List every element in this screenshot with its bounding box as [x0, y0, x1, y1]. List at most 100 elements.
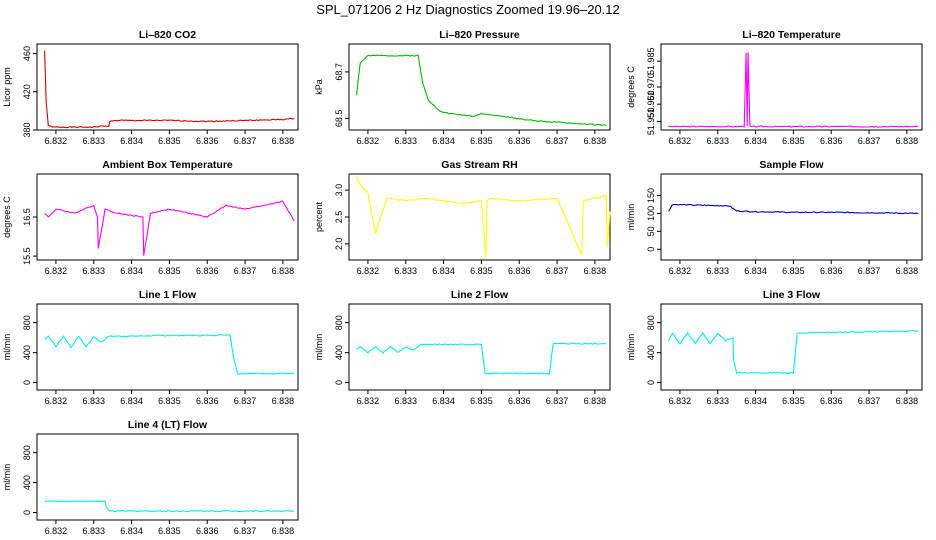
plot-frame [36, 433, 299, 521]
x-tick-label: 6.838 [896, 396, 919, 406]
x-tick-label: 6.838 [896, 266, 919, 276]
x-tick-label: 6.834 [744, 396, 767, 406]
y-tick-label: 51.970 [646, 73, 656, 101]
x-tick-label: 6.836 [508, 266, 531, 276]
y-tick-label: 800 [334, 315, 344, 330]
panel-title: Line 1 Flow [139, 289, 197, 301]
y-tick-label: 68.5 [334, 110, 344, 128]
panel-3: Li–820 Temperature 6.832 6.833 6.834 6.835 6.… [626, 29, 923, 146]
x-tick-label: 6.837 [546, 266, 569, 276]
y-tick-label: 3.0 [334, 184, 344, 197]
figure-title: SPL_071206 2 Hz Diagnostics Zoomed 19.96… [316, 2, 620, 17]
panel-2: Li–820 Pressure 6.832 6.833 6.834 6.835 6.836… [314, 29, 611, 146]
x-tick-label: 6.837 [546, 396, 569, 406]
x-tick-label: 6.835 [470, 266, 493, 276]
x-tick-label: 6.832 [669, 136, 692, 146]
y-tick-label: 800 [22, 315, 32, 330]
x-tick-label: 6.832 [357, 266, 380, 276]
x-tick-label: 6.835 [470, 396, 493, 406]
x-tick-label: 6.834 [120, 396, 143, 406]
x-tick-label: 6.833 [394, 136, 417, 146]
plot-frame [660, 303, 923, 391]
series-line [44, 50, 295, 129]
y-axis-label: ml/min [314, 334, 324, 361]
x-tick-label: 6.838 [896, 136, 919, 146]
y-tick-label: 0 [22, 380, 32, 385]
x-tick-label: 6.834 [120, 136, 143, 146]
plot-frame [660, 43, 923, 131]
x-tick-label: 6.833 [82, 396, 105, 406]
x-tick-label: 6.833 [394, 266, 417, 276]
y-tick-label: 800 [646, 315, 656, 330]
series-line [668, 52, 919, 128]
y-tick-label: 0 [334, 380, 344, 385]
plot-frame [660, 173, 923, 261]
x-tick-label: 6.834 [432, 136, 455, 146]
y-axis-label: degrees C [626, 66, 636, 108]
x-tick-label: 6.832 [669, 266, 692, 276]
x-tick-label: 6.837 [234, 266, 257, 276]
y-tick-label: 800 [22, 445, 32, 460]
panel-4: Ambient Box Temperature 6.832 6.833 6.834 6.… [2, 159, 299, 276]
x-tick-label: 6.834 [744, 136, 767, 146]
y-tick-label: 400 [22, 345, 32, 360]
panel-title: Li–820 CO2 [139, 29, 196, 41]
y-tick-label: 2.0 [334, 238, 344, 251]
y-tick-label: 16.5 [22, 208, 32, 226]
x-tick-label: 6.834 [120, 526, 143, 536]
x-tick-label: 6.837 [546, 136, 569, 146]
y-axis-label: ml/min [626, 204, 636, 231]
y-tick-label: 0 [646, 380, 656, 385]
x-tick-label: 6.832 [669, 396, 692, 406]
x-tick-label: 6.837 [234, 396, 257, 406]
y-tick-label: 51.950 [646, 108, 656, 136]
x-tick-label: 6.837 [858, 136, 881, 146]
y-tick-label: 400 [22, 475, 32, 490]
y-tick-label: 0 [646, 247, 656, 252]
panel-5: Gas Stream RH 6.832 6.833 6.834 6.835 6.836 6.… [314, 159, 611, 276]
panel-6: Sample Flow 6.832 6.833 6.834 6.835 6.836 6.83… [626, 159, 923, 276]
x-tick-label: 6.838 [272, 526, 295, 536]
x-tick-label: 6.833 [82, 526, 105, 536]
x-tick-label: 6.835 [158, 266, 181, 276]
x-tick-label: 6.838 [272, 396, 295, 406]
x-tick-label: 6.832 [357, 396, 380, 406]
panel-title: Sample Flow [759, 159, 824, 171]
x-tick-label: 6.835 [158, 526, 181, 536]
panel-title: Line 3 Flow [763, 289, 821, 301]
y-tick-label: 50 [646, 226, 656, 236]
x-tick-label: 6.832 [45, 396, 68, 406]
x-tick-label: 6.836 [820, 266, 843, 276]
x-tick-label: 6.836 [820, 136, 843, 146]
y-tick-label: 15.5 [22, 247, 32, 265]
y-axis-label: ml/min [2, 464, 12, 491]
x-tick-label: 6.833 [706, 136, 729, 146]
x-tick-label: 6.838 [272, 266, 295, 276]
x-tick-label: 6.836 [508, 396, 531, 406]
x-tick-label: 6.835 [782, 266, 805, 276]
plot-frame [36, 173, 299, 261]
x-tick-label: 6.837 [858, 396, 881, 406]
x-tick-label: 6.837 [234, 526, 257, 536]
y-tick-label: 0 [22, 510, 32, 515]
y-axis-label: ml/min [2, 334, 12, 361]
x-tick-label: 6.835 [158, 396, 181, 406]
x-tick-label: 6.838 [272, 136, 295, 146]
panel-title: Line 4 (LT) Flow [128, 419, 208, 431]
x-tick-label: 6.832 [45, 526, 68, 536]
x-tick-label: 6.834 [744, 266, 767, 276]
y-tick-label: 150 [646, 188, 656, 203]
panel-title: Line 2 Flow [451, 289, 509, 301]
x-tick-label: 6.837 [858, 266, 881, 276]
panel-10: Line 4 (LT) Flow 6.832 6.833 6.834 6.835 6.83… [2, 419, 299, 536]
y-tick-label: 2.5 [334, 211, 344, 224]
series-line [668, 329, 919, 375]
y-tick-label: 380 [22, 122, 32, 137]
plot-frame [348, 173, 611, 261]
series-line [44, 334, 295, 375]
x-tick-label: 6.835 [782, 396, 805, 406]
x-tick-label: 6.836 [820, 396, 843, 406]
panel-title: Li–820 Temperature [742, 29, 841, 41]
x-tick-label: 6.832 [45, 136, 68, 146]
